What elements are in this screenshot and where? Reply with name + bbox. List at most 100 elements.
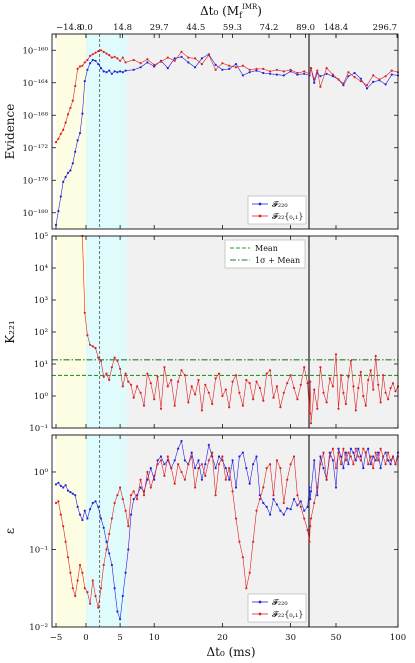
data-point	[99, 67, 103, 70]
data-point	[57, 137, 60, 140]
data-point	[231, 490, 234, 493]
data-point	[255, 67, 258, 70]
legend-marker	[258, 202, 262, 206]
data-point	[272, 494, 275, 497]
data-point	[342, 447, 345, 450]
data-point	[258, 498, 261, 501]
x-tick-label: 30	[285, 633, 296, 643]
region-0	[56, 435, 86, 627]
data-point	[132, 490, 135, 493]
data-point	[132, 68, 135, 71]
data-point	[303, 517, 306, 520]
data-point	[337, 78, 340, 81]
data-point	[81, 571, 84, 574]
data-point	[319, 75, 322, 78]
data-point	[306, 505, 309, 508]
data-point	[265, 372, 268, 375]
data-point	[354, 447, 357, 450]
legend-entry: 𝓕₂₂₀	[272, 200, 288, 209]
data-point	[94, 346, 97, 350]
data-point	[325, 478, 328, 481]
data-point	[286, 507, 289, 510]
data-point	[97, 356, 100, 359]
data-point	[309, 422, 313, 425]
data-point	[69, 571, 72, 574]
data-point	[331, 73, 334, 76]
data-point	[255, 455, 258, 458]
data-point	[214, 467, 217, 470]
data-point	[309, 67, 313, 70]
data-point	[224, 478, 227, 481]
data-point	[313, 81, 316, 84]
y-tick-label: 10⁻²	[29, 623, 48, 633]
data-point	[187, 463, 190, 466]
data-point	[347, 75, 350, 78]
data-point	[241, 451, 244, 454]
data-point	[200, 409, 203, 412]
data-point	[89, 62, 92, 65]
data-point	[99, 587, 103, 590]
data-point	[153, 63, 156, 66]
y-tick-label: 10³	[34, 296, 48, 306]
data-point	[228, 67, 231, 70]
data-point	[187, 61, 190, 64]
data-point	[228, 64, 231, 67]
data-point	[337, 451, 340, 454]
legend-box	[247, 195, 307, 225]
data-point	[110, 72, 113, 75]
data-point	[129, 513, 133, 516]
data-point	[86, 68, 89, 71]
data-point	[113, 55, 116, 58]
y-tick-label: 10⁵	[34, 232, 49, 242]
region-0	[56, 236, 86, 428]
data-point	[282, 391, 285, 394]
data-point	[71, 162, 74, 165]
data-point	[387, 451, 390, 454]
data-point	[275, 503, 278, 506]
data-point	[69, 169, 72, 172]
data-point	[197, 378, 200, 382]
data-point	[334, 486, 338, 489]
data-point	[352, 385, 355, 388]
data-point	[211, 402, 214, 406]
data-point	[94, 59, 97, 62]
data-point	[83, 311, 86, 314]
data-point	[173, 482, 176, 485]
data-point	[91, 579, 94, 582]
legend-box	[247, 593, 307, 623]
data-point	[146, 61, 149, 64]
data-point	[204, 383, 207, 386]
data-point	[306, 382, 309, 385]
data-point	[224, 388, 227, 391]
bottom-axis-label: Δt₀ (ms)	[206, 645, 255, 659]
data-point	[127, 548, 130, 551]
data-point	[97, 50, 100, 53]
data-point	[166, 67, 169, 70]
y-tick-label: 10⁻¹⁸⁰	[22, 209, 48, 219]
data-point	[76, 67, 79, 70]
data-point	[116, 71, 119, 74]
data-point	[279, 406, 282, 409]
data-point	[121, 56, 124, 59]
data-point	[255, 69, 258, 72]
data-point	[136, 385, 139, 388]
data-point	[119, 486, 122, 489]
data-point	[328, 377, 331, 380]
data-point	[296, 71, 299, 75]
data-point	[228, 406, 231, 409]
data-point	[367, 378, 370, 382]
data-point	[325, 67, 328, 70]
data-point	[86, 591, 89, 594]
data-point	[180, 439, 183, 443]
data-point	[113, 501, 116, 505]
data-point	[173, 59, 176, 62]
data-point	[382, 374, 385, 377]
legend-marker	[258, 612, 262, 616]
data-point	[394, 463, 397, 466]
legend-entry: 𝓕₂₂{₀,₁}	[272, 610, 303, 619]
bayes-factor-panel: 10⁻¹ 10⁰ 10¹ 10² 10³ 10⁴ 10⁵ K₂₂₁ Mean 1σ + Mean	[3, 232, 400, 434]
data-point	[316, 494, 319, 497]
data-point	[89, 343, 92, 346]
data-point	[94, 594, 97, 598]
data-point	[121, 71, 124, 74]
